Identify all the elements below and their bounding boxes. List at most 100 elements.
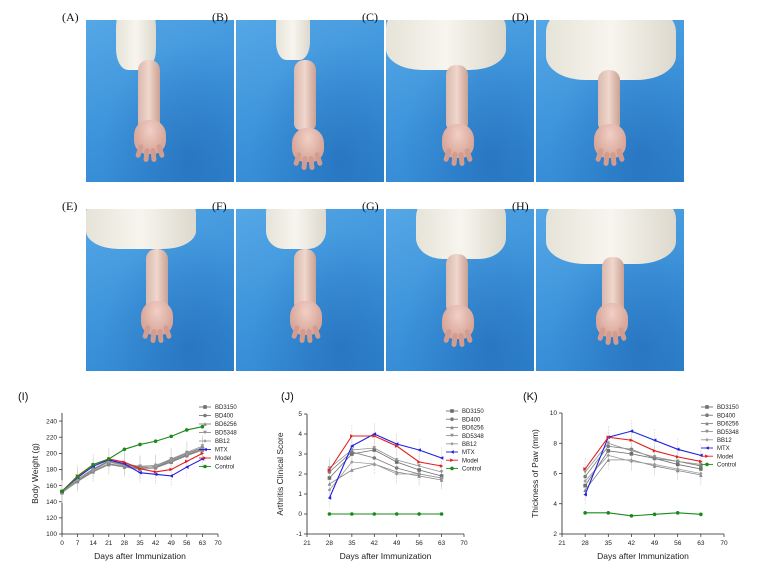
data-point (606, 453, 611, 458)
data-point (652, 512, 657, 517)
data-point (394, 460, 399, 464)
series-line (61, 458, 203, 492)
x-tick-label: 21 (303, 540, 311, 547)
data-point (327, 476, 332, 480)
photo-panel-label: (C) (362, 10, 378, 24)
data-point (583, 479, 587, 483)
data-point (169, 458, 173, 463)
data-point (450, 450, 454, 454)
series-line (584, 450, 701, 486)
data-point (705, 462, 709, 467)
series-line (328, 433, 442, 499)
legend-label: BD3150 (462, 409, 484, 415)
y-tick-label: 180 (46, 467, 57, 474)
y-tick-label: 5 (298, 411, 302, 418)
data-point (439, 474, 444, 478)
fur (416, 209, 506, 259)
x-tick-label: 42 (628, 540, 636, 547)
legend-label: BD400 (462, 417, 481, 423)
data-point (699, 471, 703, 476)
y-tick-label: 120 (46, 515, 57, 522)
series-line (584, 430, 701, 495)
data-point (185, 452, 189, 456)
data-point (606, 458, 611, 462)
series-line (585, 512, 701, 517)
data-point (394, 470, 399, 474)
data-point (350, 512, 354, 516)
data-point (583, 492, 587, 497)
data-point (583, 470, 587, 474)
x-tick-label: 35 (348, 540, 356, 547)
data-point (203, 447, 207, 452)
legend-label: BD5348 (462, 434, 484, 440)
legend-label: BD6256 (717, 422, 739, 428)
data-point (153, 439, 158, 444)
y-tick-label: 240 (46, 418, 57, 425)
x-tick-label: 0 (60, 540, 64, 547)
data-point (417, 464, 421, 468)
legend-label: BB12 (717, 438, 732, 444)
data-point (122, 460, 127, 465)
data-point (450, 433, 454, 438)
legend-label: BD400 (717, 413, 736, 419)
data-point (439, 512, 444, 516)
data-point (203, 456, 207, 460)
data-point (394, 442, 399, 446)
data-point (138, 470, 142, 475)
y-tick-label: 160 (46, 483, 57, 490)
legend-label: BB12 (462, 442, 477, 448)
fur (386, 20, 506, 70)
x-tick-label: 56 (416, 540, 424, 547)
x-tick-label: 70 (460, 540, 468, 547)
data-point (699, 462, 703, 467)
data-point (372, 462, 377, 466)
legend-label: BB12 (215, 439, 230, 445)
legend-label: MTX (462, 450, 475, 456)
photo-panel (386, 209, 534, 371)
limb (294, 249, 316, 309)
data-point (107, 457, 111, 461)
data-point (705, 413, 709, 417)
series-line (329, 461, 442, 491)
data-point (629, 514, 634, 518)
data-point (450, 458, 454, 462)
data-point (675, 462, 680, 467)
data-point (91, 462, 95, 467)
y-axis-label: Body Weight (g) (30, 443, 40, 504)
legend-label: MTX (215, 448, 228, 454)
data-point (394, 512, 399, 516)
data-point (75, 474, 80, 479)
data-point (606, 444, 611, 449)
data-point (200, 444, 205, 448)
data-point (153, 472, 158, 477)
data-point (675, 511, 680, 515)
data-point (652, 449, 657, 453)
data-point (350, 468, 354, 472)
data-point (122, 447, 127, 452)
photo-panel (536, 20, 684, 182)
data-point (350, 452, 354, 456)
data-point (417, 472, 421, 476)
data-point (629, 452, 634, 456)
data-point (439, 478, 444, 482)
data-point (450, 417, 454, 421)
data-point (394, 444, 399, 448)
data-point (327, 488, 332, 492)
data-point (705, 438, 709, 442)
photo-panel (86, 20, 234, 182)
data-point (629, 449, 634, 453)
data-point (203, 413, 207, 418)
legend-label: BD400 (215, 414, 234, 420)
y-tick-label: -1 (296, 531, 302, 538)
data-point (107, 460, 111, 465)
data-point (450, 409, 454, 413)
data-point (372, 432, 377, 436)
data-point (203, 405, 207, 409)
photo-panel (236, 20, 384, 182)
data-point (394, 472, 399, 476)
data-point (372, 434, 377, 438)
data-point (699, 512, 703, 517)
data-point (606, 449, 611, 453)
data-point (606, 435, 611, 439)
series-line (329, 463, 442, 485)
